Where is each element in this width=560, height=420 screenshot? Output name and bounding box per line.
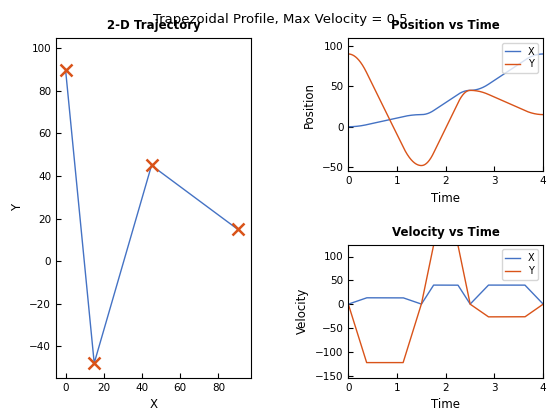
Title: Velocity vs Time: Velocity vs Time	[392, 226, 500, 239]
Legend: X, Y: X, Y	[502, 43, 538, 74]
Y	[345, 52, 352, 57]
X	[435, 283, 441, 288]
Y	[534, 112, 541, 117]
Title: Position vs Time: Position vs Time	[391, 19, 500, 32]
Text: Trapezoidal Profile, Max Velocity = 0.5: Trapezoidal Profile, Max Velocity = 0.5	[153, 13, 407, 26]
X-axis label: Time: Time	[431, 399, 460, 412]
Y	[355, 333, 362, 339]
X	[498, 73, 505, 78]
X	[345, 302, 352, 307]
Line: X: X	[348, 285, 543, 304]
Y	[430, 242, 437, 247]
X	[540, 52, 547, 57]
Y	[498, 314, 505, 319]
Y	[435, 142, 441, 147]
X	[534, 52, 541, 57]
X	[355, 298, 362, 303]
Title: 2-D Trajectory: 2-D Trajectory	[106, 19, 200, 32]
Y	[363, 360, 370, 365]
X	[440, 283, 446, 288]
X-axis label: Time: Time	[431, 192, 460, 205]
Y	[534, 112, 541, 117]
X	[534, 296, 541, 301]
Y-axis label: Position: Position	[303, 81, 316, 128]
Line: Y: Y	[348, 54, 543, 165]
Y	[498, 98, 505, 103]
X	[534, 296, 541, 301]
X	[498, 283, 505, 288]
Legend: X, Y: X, Y	[502, 249, 538, 280]
Y-axis label: Velocity: Velocity	[296, 288, 310, 334]
Y	[355, 57, 362, 62]
X	[345, 124, 352, 129]
X	[440, 102, 446, 107]
X	[534, 52, 541, 57]
X	[540, 302, 547, 307]
Y	[418, 163, 425, 168]
Line: Y: Y	[348, 245, 543, 362]
X	[430, 283, 437, 288]
X	[355, 123, 362, 129]
Y	[440, 242, 447, 247]
Y	[345, 302, 352, 307]
Y	[435, 242, 441, 247]
Y	[534, 305, 541, 310]
Y	[440, 131, 446, 136]
Y-axis label: Y: Y	[11, 205, 24, 211]
Y	[534, 305, 541, 310]
Line: X: X	[348, 54, 543, 127]
X	[435, 105, 441, 110]
Y	[540, 112, 547, 117]
X-axis label: X: X	[150, 399, 157, 412]
Y	[540, 302, 547, 307]
